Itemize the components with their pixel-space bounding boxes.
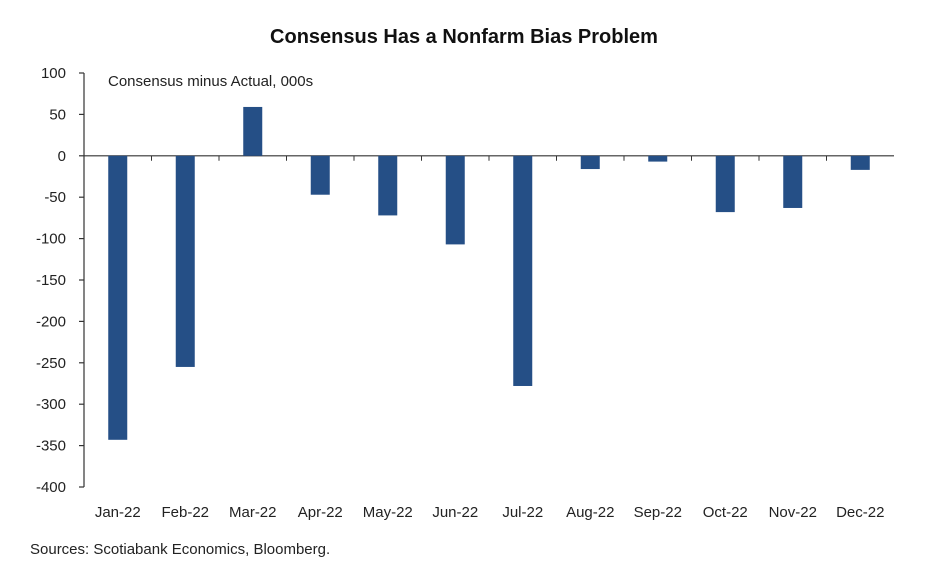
y-tick-label: -250 (36, 355, 66, 372)
x-tick-label: Sep-22 (634, 504, 682, 521)
x-tick-label: Dec-22 (836, 504, 884, 521)
bar-apr-22 (310, 155, 330, 195)
bar-mar-22 (243, 106, 263, 156)
bar-dec-22 (850, 155, 870, 170)
bar-jun-22 (445, 155, 465, 245)
bar-jan-22 (108, 155, 128, 440)
chart-title: Consensus Has a Nonfarm Bias Problem (270, 26, 658, 48)
x-tick-label: Mar-22 (229, 504, 277, 521)
bar-sep-22 (648, 155, 668, 162)
bar-nov-22 (783, 155, 803, 208)
y-tick-label: -300 (36, 396, 66, 413)
x-tick-label: Jun-22 (432, 504, 478, 521)
x-tick-label: Aug-22 (566, 504, 614, 521)
y-tick-label: -100 (36, 231, 66, 248)
chart-source: Sources: Scotiabank Economics, Bloomberg… (30, 541, 331, 558)
x-tick-label: Apr-22 (298, 504, 343, 521)
chart-labels: 100 50 0 -50 -100 -150 -200 -250 -300 -350 -400 Jan… (36, 65, 884, 521)
y-tick-label: 100 (41, 65, 66, 82)
chart-bars (108, 106, 870, 440)
x-tick-label: Feb-22 (161, 504, 209, 521)
bar-may-22 (378, 155, 398, 216)
x-tick-label: Oct-22 (703, 504, 748, 521)
bar-feb-22 (175, 155, 195, 367)
x-tick-label: Jan-22 (95, 504, 141, 521)
x-tick-label: Nov-22 (769, 504, 817, 521)
x-tick-label: Jul-22 (502, 504, 543, 521)
chart-annotation: Consensus minus Actual, 000s (108, 73, 314, 90)
bar-aug-22 (580, 155, 600, 170)
y-tick-label: -150 (36, 272, 66, 289)
y-tick-label: 0 (58, 148, 66, 165)
y-tick-label: -350 (36, 438, 66, 455)
y-tick-label: -50 (44, 189, 66, 206)
x-tick-label: May-22 (363, 504, 413, 521)
chart-axes (79, 72, 894, 488)
y-tick-label: -400 (36, 479, 66, 496)
y-tick-label: -200 (36, 313, 66, 330)
y-tick-label: 50 (49, 106, 66, 123)
bar-oct-22 (715, 155, 735, 213)
bar-jul-22 (513, 155, 533, 386)
